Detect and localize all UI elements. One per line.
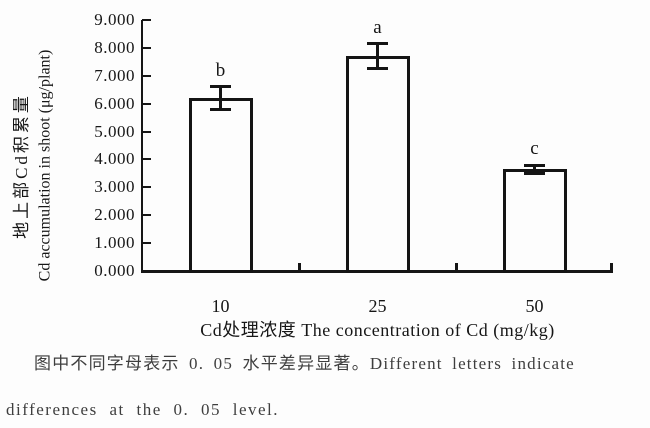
y-axis-tick-label: 5.000 — [94, 121, 135, 141]
y-axis-tick-label: 3.000 — [94, 177, 135, 197]
error-bar-cap-top — [210, 85, 231, 89]
x-axis-tick — [610, 263, 613, 270]
caption-line-2: differences at the 0. 05 level. — [6, 400, 280, 419]
bar — [188, 98, 253, 273]
y-axis-tick-label: 2.000 — [94, 205, 135, 225]
caption-line-1: 图中不同字母表示 0. 05 水平差异显著。Different letters … — [34, 354, 575, 373]
bar — [345, 56, 410, 273]
y-axis-tick — [142, 130, 151, 133]
y-axis-tick — [142, 46, 151, 49]
bar — [502, 169, 567, 273]
error-bar-line — [219, 86, 222, 110]
error-bar-cap-top — [367, 42, 388, 46]
x-axis-category-label: 25 — [368, 296, 387, 316]
significance-letter: b — [215, 59, 226, 81]
y-axis-tick-label: 4.000 — [94, 149, 135, 169]
error-bar-line — [533, 165, 536, 174]
y-axis-tick — [142, 19, 151, 21]
y-axis-tick — [142, 102, 151, 105]
y-axis-line — [141, 20, 143, 273]
y-axis-tick — [142, 158, 151, 161]
error-bar-cap-bottom — [524, 171, 545, 175]
y-axis-tick — [142, 74, 151, 77]
x-axis-category-label: 50 — [525, 296, 544, 316]
figure-caption: 图中不同字母表示 0. 05 水平差异显著。Different letters … — [6, 351, 646, 423]
y-axis-tick-label: 1.000 — [94, 233, 135, 253]
x-axis-category-label: 10 — [211, 296, 230, 316]
y-axis-tick-label: 8.000 — [94, 37, 135, 57]
y-axis-tick-label: 6.000 — [94, 93, 135, 113]
significance-letter: c — [530, 138, 539, 160]
y-axis-tick — [142, 242, 151, 245]
y-axis-tick-label: 0.000 — [94, 261, 135, 280]
y-axis-tick-label: 7.000 — [94, 65, 135, 85]
x-axis-tick — [455, 263, 458, 270]
significance-letter: a — [373, 16, 382, 38]
x-axis-tick — [298, 263, 301, 270]
error-bar-cap-bottom — [210, 107, 231, 111]
y-axis-tick — [142, 214, 151, 217]
y-axis-tick — [142, 270, 151, 272]
y-axis-tick — [142, 186, 151, 189]
y-axis-title-chinese: 地上部Cd积累量 — [12, 93, 31, 239]
error-bar-line — [376, 43, 379, 69]
y-axis-tick-label: 9.000 — [94, 10, 135, 29]
y-axis-title-english: Cd accumulation in shoot (μg/plant) — [36, 49, 54, 282]
error-bar-cap-bottom — [367, 67, 388, 71]
error-bar-cap-top — [524, 163, 545, 167]
x-axis-title: Cd处理浓度 The concentration of Cd (mg/kg) — [200, 320, 555, 340]
